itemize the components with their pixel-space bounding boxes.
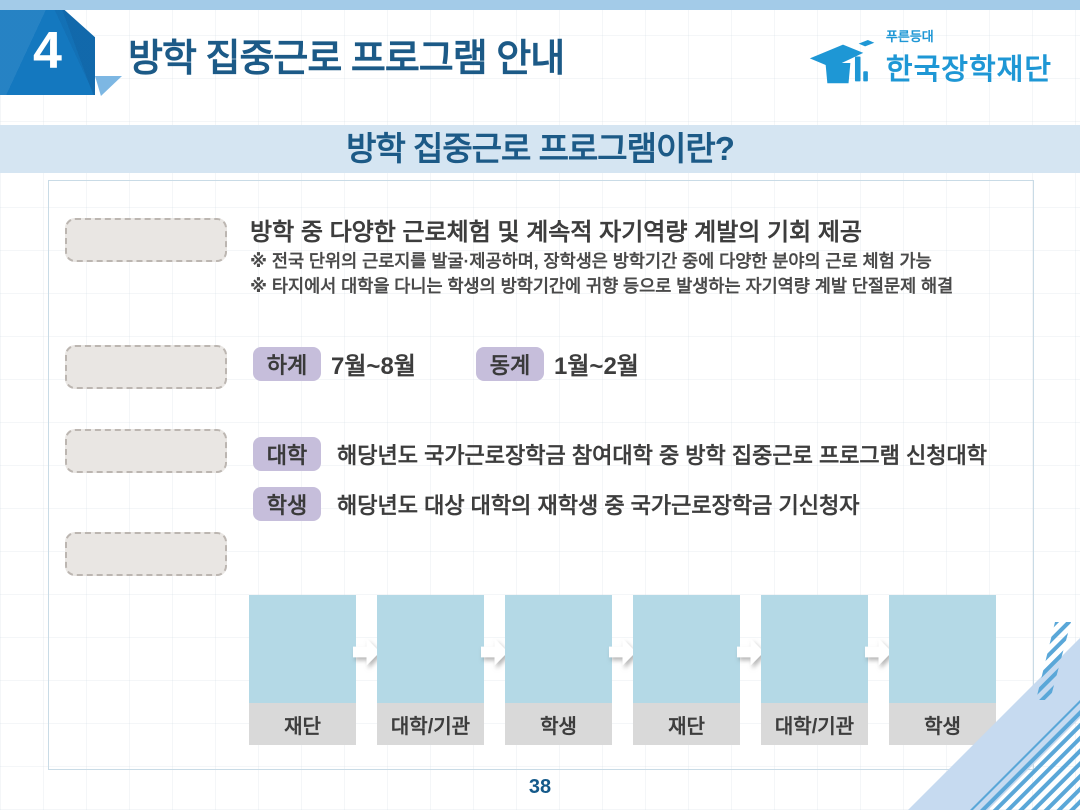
period-row: 하계 7월~8월 xyxy=(253,346,416,381)
overview-note: ※ 전국 단위의 근로지를 발굴·제공하며, 장학생은 방학기간 중에 다양한 … xyxy=(250,251,932,271)
right-arrow-icon xyxy=(481,637,508,667)
overview-section: 방학 중 다양한 근로체험 및 계속적 자기역량 계발의 기회 제공 ※ 전국 … xyxy=(250,218,1030,298)
flow-step-label: 학생 xyxy=(505,703,612,745)
flow-step-body xyxy=(377,595,484,703)
top-accent-bar xyxy=(0,0,1080,10)
period-value: 1월~2월 xyxy=(554,353,639,380)
flow-step-body xyxy=(505,595,612,703)
target-value: 해당년도 대상 대학의 재학생 중 국가근로장학금 기신청자 xyxy=(337,493,860,518)
period-row: 동계 1월~2월 xyxy=(476,346,639,381)
flow-step-body xyxy=(761,595,868,703)
header-accent-triangle xyxy=(95,76,122,96)
slide-number: 4 xyxy=(33,22,62,80)
flow-step: 재단 xyxy=(249,595,356,745)
target-row: 학생 해당년도 대상 대학의 재학생 중 국가근로장학금 기신청자 xyxy=(253,487,859,521)
corner-decoration xyxy=(908,622,1080,810)
label-placeholder-box xyxy=(65,345,227,389)
right-arrow-icon xyxy=(865,637,892,667)
target-badge: 학생 xyxy=(253,487,321,521)
slide-number-box: 4 xyxy=(0,10,95,95)
period-badge: 하계 xyxy=(253,346,321,381)
flow-step-body xyxy=(889,595,996,703)
overview-heading: 방학 중 다양한 근로체험 및 계속적 자기역량 계발의 기회 제공 xyxy=(250,219,863,246)
overview-note: ※ 타지에서 대학을 다니는 학생의 방학기간에 귀향 등으로 발생하는 자기역… xyxy=(250,276,954,296)
target-badge: 대학 xyxy=(253,437,321,471)
flow-step-label: 대학/기관 xyxy=(377,703,484,745)
right-arrow-icon xyxy=(609,637,636,667)
flow-step: 대학/기관 xyxy=(761,595,868,745)
label-placeholder-box xyxy=(65,218,227,262)
flow-step-label: 대학/기관 xyxy=(761,703,868,745)
graduation-cap-icon xyxy=(809,39,875,84)
right-arrow-icon xyxy=(737,637,764,667)
flow-step-label: 재단 xyxy=(633,703,740,745)
foundation-logo: 푸른등대 한국장학재단 xyxy=(808,26,1052,92)
period-badge: 동계 xyxy=(476,346,544,381)
page-number: 38 xyxy=(528,776,552,798)
content-card xyxy=(48,180,1034,770)
flow-step-body xyxy=(249,595,356,703)
section-banner: 방학 집중근로 프로그램이란? xyxy=(0,125,1080,173)
label-placeholder-box xyxy=(65,532,227,576)
banner-title: 방학 집중근로 프로그램이란? xyxy=(346,130,735,167)
logo-name: 한국장학재단 xyxy=(885,54,1052,86)
flow-step: 학생 xyxy=(505,595,612,745)
flow-step-label: 재단 xyxy=(249,703,356,745)
flow-step: 재단 xyxy=(633,595,740,745)
logo-text: 푸른등대 한국장학재단 xyxy=(886,26,1052,88)
right-arrow-icon xyxy=(353,637,380,667)
flow-step-body xyxy=(633,595,740,703)
target-value: 해당년도 국가근로장학금 참여대학 중 방학 집중근로 프로그램 신청대학 xyxy=(337,443,987,468)
period-value: 7월~8월 xyxy=(331,353,416,380)
page-title: 방학 집중근로 프로그램 안내 xyxy=(128,38,565,80)
flow-step-label: 학생 xyxy=(889,703,996,745)
logo-tagline: 푸른등대 xyxy=(885,29,934,44)
flow-step: 대학/기관 xyxy=(377,595,484,745)
label-placeholder-box xyxy=(65,429,227,473)
flow-step: 학생 xyxy=(889,595,996,745)
target-row: 대학 해당년도 국가근로장학금 참여대학 중 방학 집중근로 프로그램 신청대학 xyxy=(253,437,987,471)
